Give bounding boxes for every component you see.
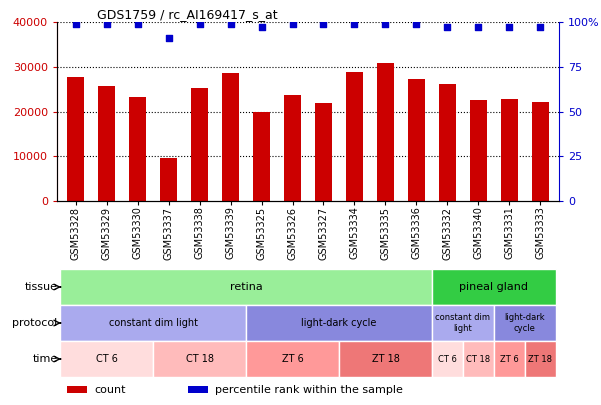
Point: [102, 21, 111, 27]
Bar: [129, 97, 146, 201]
Point: [288, 21, 297, 27]
Bar: [339, 341, 432, 377]
Bar: [188, 386, 207, 393]
Text: pineal gland: pineal gland: [459, 282, 528, 292]
Text: GDS1759 / rc_AI169417_s_at: GDS1759 / rc_AI169417_s_at: [97, 8, 278, 21]
Bar: [153, 341, 246, 377]
Bar: [494, 305, 556, 341]
Point: [442, 24, 452, 31]
Text: ZT 18: ZT 18: [528, 354, 552, 364]
Text: constant dim light: constant dim light: [109, 318, 198, 328]
Text: light-dark cycle: light-dark cycle: [301, 318, 377, 328]
Bar: [60, 269, 432, 305]
Bar: [346, 72, 363, 201]
Bar: [222, 72, 239, 201]
Text: CT 6: CT 6: [96, 354, 118, 364]
Bar: [98, 85, 115, 201]
Bar: [525, 341, 556, 377]
Text: constant dim
light: constant dim light: [436, 313, 490, 333]
Bar: [284, 95, 301, 201]
Point: [195, 21, 204, 27]
Text: ZT 6: ZT 6: [282, 354, 304, 364]
Text: percentile rank within the sample: percentile rank within the sample: [215, 385, 403, 394]
Bar: [439, 84, 456, 201]
Point: [133, 21, 142, 27]
Bar: [470, 100, 487, 201]
Text: protocol: protocol: [13, 318, 58, 328]
Point: [474, 24, 483, 31]
Point: [71, 21, 81, 27]
Point: [163, 35, 173, 41]
Text: tissue: tissue: [25, 282, 58, 292]
Text: CT 18: CT 18: [186, 354, 213, 364]
Bar: [377, 63, 394, 201]
Bar: [315, 102, 332, 201]
Text: ZT 18: ZT 18: [371, 354, 400, 364]
Bar: [408, 79, 425, 201]
Point: [226, 21, 236, 27]
Text: CT 6: CT 6: [438, 354, 457, 364]
Text: retina: retina: [230, 282, 263, 292]
Bar: [432, 341, 463, 377]
Bar: [67, 386, 87, 393]
Bar: [494, 341, 525, 377]
Bar: [67, 77, 84, 201]
Text: count: count: [94, 385, 126, 394]
Bar: [432, 269, 556, 305]
Point: [257, 24, 266, 31]
Point: [319, 21, 328, 27]
Bar: [463, 341, 494, 377]
Bar: [246, 341, 339, 377]
Text: CT 18: CT 18: [466, 354, 490, 364]
Bar: [501, 99, 518, 201]
Bar: [253, 113, 270, 201]
Text: light-dark
cycle: light-dark cycle: [505, 313, 545, 333]
Text: ZT 6: ZT 6: [500, 354, 519, 364]
Bar: [432, 305, 494, 341]
Point: [412, 21, 421, 27]
Bar: [191, 88, 208, 201]
Bar: [246, 305, 432, 341]
Point: [505, 24, 514, 31]
Point: [350, 21, 359, 27]
Point: [380, 21, 390, 27]
Bar: [532, 102, 549, 201]
Text: time: time: [32, 354, 58, 364]
Bar: [160, 158, 177, 201]
Bar: [60, 305, 246, 341]
Bar: [60, 341, 153, 377]
Point: [535, 24, 545, 31]
